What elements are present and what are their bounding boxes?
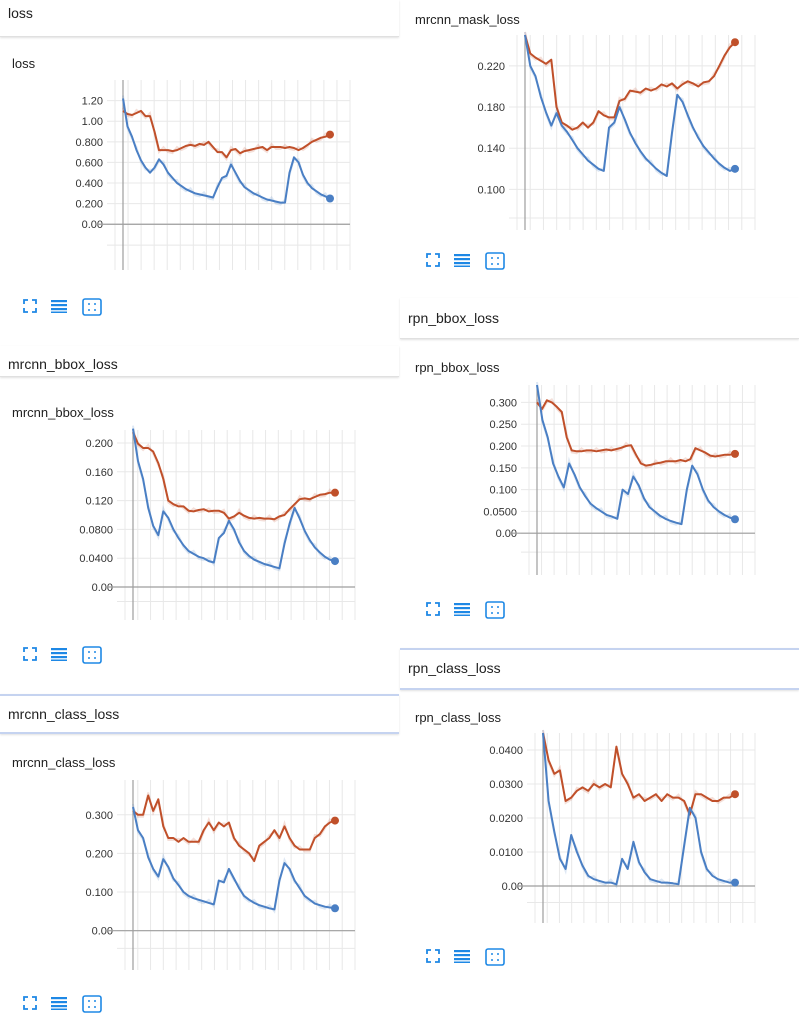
chart-loss[interactable]: 1.20 1.00 0.800 0.600 0.400 0.200 0.00 — [60, 80, 360, 275]
series-endpoint-dot — [731, 515, 739, 524]
y-tick-label: 0.600 — [75, 157, 103, 169]
fit-domain-icon[interactable] — [22, 646, 40, 664]
section-title: loss — [8, 5, 33, 21]
y-tick-label: 0.180 — [477, 102, 505, 114]
series-line-orange — [524, 34, 736, 131]
toggle-log-icon[interactable] — [453, 601, 471, 619]
card-title-loss: loss — [12, 56, 36, 71]
y-tick-label: 0.00 — [496, 528, 517, 540]
y-tick-label: 0.200 — [489, 441, 517, 453]
series-line-orange — [132, 794, 336, 863]
series-line-blue — [132, 806, 336, 911]
y-tick-label: 0.300 — [489, 397, 517, 409]
y-tick-label: 0.0400 — [79, 553, 113, 565]
y-tick-label: 0.200 — [85, 848, 113, 860]
series-endpoint-dot — [331, 557, 339, 566]
y-tick-label: 0.0400 — [489, 745, 523, 757]
section-header-rpn-bbox-loss[interactable]: rpn_bbox_loss — [400, 298, 799, 339]
series-endpoint-dot — [331, 816, 339, 825]
toggle-log-icon[interactable] — [50, 298, 68, 316]
y-tick-label: 0.200 — [85, 438, 113, 450]
y-tick-label: 0.100 — [85, 887, 113, 899]
series-line-blue — [132, 428, 336, 570]
y-tick-label: 0.250 — [489, 419, 517, 431]
fit-domain-icon[interactable] — [425, 601, 443, 619]
y-tick-label: 0.800 — [75, 137, 103, 149]
y-tick-label: 0.0500 — [483, 506, 517, 518]
section-header-loss[interactable]: loss — [0, 0, 399, 37]
y-tick-label: 1.00 — [82, 116, 103, 128]
section-header-rpn-class-loss[interactable]: rpn_class_loss — [400, 648, 799, 690]
y-tick-label: 0.160 — [85, 467, 113, 479]
y-tick-label: 0.300 — [85, 810, 113, 822]
series-line-blue — [122, 98, 331, 204]
chart-mrcnn-mask-loss[interactable]: 0.220 0.180 0.140 0.100 — [455, 31, 765, 235]
expand-icon[interactable] — [485, 252, 505, 270]
toggle-log-icon[interactable] — [453, 252, 471, 270]
card-title-rpn-bbox-loss: rpn_bbox_loss — [415, 360, 500, 375]
toggle-log-icon[interactable] — [50, 995, 68, 1013]
section-title: rpn_class_loss — [408, 660, 501, 676]
section-title: rpn_bbox_loss — [408, 310, 500, 326]
series-endpoint-dot — [331, 488, 339, 497]
series-endpoint-dot — [731, 449, 739, 458]
series-endpoint-dot — [731, 38, 739, 47]
section-title: mrcnn_bbox_loss — [8, 356, 118, 372]
fit-domain-icon[interactable] — [425, 948, 443, 966]
y-tick-label: 0.00 — [502, 881, 523, 893]
fit-domain-icon[interactable] — [22, 995, 40, 1013]
series-endpoint-dot — [731, 878, 739, 887]
y-tick-label: 0.120 — [85, 496, 113, 508]
series-line-orange — [132, 431, 335, 521]
series-line-blue — [536, 384, 736, 526]
y-tick-label: 0.0200 — [489, 813, 523, 825]
expand-icon[interactable] — [82, 995, 102, 1013]
card-title-rpn-class-loss: rpn_class_loss — [415, 710, 501, 725]
chart-rpn-bbox-loss[interactable]: 0.300 0.250 0.200 0.150 0.100 0.0500 0.00 — [455, 381, 765, 580]
fit-domain-icon[interactable] — [425, 252, 443, 270]
series-endpoint-dot — [326, 130, 334, 139]
section-header-mrcnn-class-loss[interactable]: mrcnn_class_loss — [0, 694, 399, 734]
y-tick-label: 0.100 — [489, 485, 517, 497]
series-line-orange — [542, 732, 736, 816]
y-tick-label: 0.0100 — [489, 847, 523, 859]
y-tick-label: 0.140 — [477, 143, 505, 155]
series-line-blue — [524, 34, 736, 177]
y-tick-label: 0.150 — [489, 463, 517, 475]
toggle-log-icon[interactable] — [50, 646, 68, 664]
y-tick-label: 0.0800 — [79, 524, 113, 536]
y-tick-label: 0.0300 — [489, 779, 523, 791]
card-title-mrcnn-mask-loss: mrcnn_mask_loss — [415, 12, 520, 27]
y-tick-label: 0.200 — [75, 199, 103, 211]
series-endpoint-dot — [731, 790, 739, 799]
card-title-mrcnn-bbox-loss: mrcnn_bbox_loss — [12, 405, 114, 420]
y-tick-label: 0.220 — [477, 61, 505, 73]
card-title-mrcnn-class-loss: mrcnn_class_loss — [12, 755, 116, 770]
section-title: mrcnn_class_loss — [8, 706, 120, 722]
y-tick-label: 0.00 — [82, 219, 103, 231]
series-line-orange — [536, 399, 736, 467]
chart-mrcnn-bbox-loss[interactable]: 0.200 0.160 0.120 0.0800 0.0400 0.00 — [60, 425, 360, 625]
fit-domain-icon[interactable] — [22, 298, 40, 316]
series-endpoint-dot — [331, 904, 339, 913]
y-tick-label: 0.00 — [92, 582, 113, 594]
y-tick-label: 0.100 — [477, 184, 505, 196]
chart-mrcnn-class-loss[interactable]: 0.300 0.200 0.100 0.00 — [60, 780, 360, 975]
chart-rpn-class-loss[interactable]: 0.0400 0.0300 0.0200 0.0100 0.00 — [455, 729, 765, 928]
toggle-log-icon[interactable] — [453, 948, 471, 966]
y-tick-label: 0.400 — [75, 178, 103, 190]
expand-icon[interactable] — [82, 298, 102, 316]
series-endpoint-dot — [731, 164, 739, 173]
y-tick-label: 1.20 — [82, 96, 103, 108]
expand-icon[interactable] — [485, 601, 505, 619]
expand-icon[interactable] — [485, 948, 505, 966]
series-line-orange — [122, 109, 331, 159]
series-endpoint-dot — [326, 194, 334, 203]
expand-icon[interactable] — [82, 646, 102, 664]
y-tick-label: 0.00 — [92, 926, 113, 938]
section-header-mrcnn-bbox-loss[interactable]: mrcnn_bbox_loss — [0, 346, 399, 377]
series-line-blue — [542, 732, 735, 886]
